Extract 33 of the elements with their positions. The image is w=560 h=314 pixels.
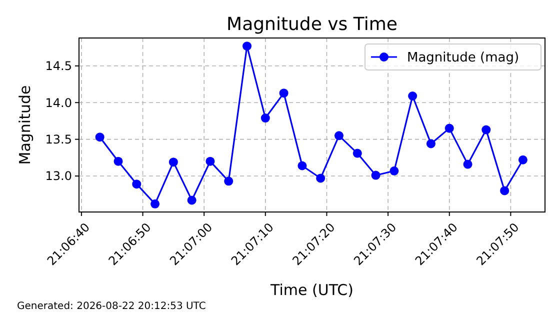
y-tick-label: 13.5 <box>45 132 72 147</box>
legend-label: Magnitude (mag) <box>407 50 520 66</box>
y-tick-label: 14.0 <box>45 96 72 110</box>
point <box>132 180 142 189</box>
point <box>371 170 380 180</box>
point <box>242 42 252 51</box>
point <box>463 160 472 169</box>
point <box>168 158 178 167</box>
point <box>444 124 454 133</box>
text: Generated: 2026-08-22 20:12:53 UTC <box>17 301 206 312</box>
y-axis-title: Magnitude <box>16 85 34 165</box>
y-tick-label: 14.5 <box>45 59 72 74</box>
point <box>316 174 326 183</box>
point <box>482 125 491 134</box>
point <box>500 186 510 196</box>
point <box>187 196 196 205</box>
point <box>260 114 270 123</box>
x-axis-title: Time (UTC) <box>270 281 354 299</box>
point <box>114 156 123 166</box>
point <box>279 88 288 98</box>
point <box>206 156 215 166</box>
point <box>352 148 362 158</box>
point <box>408 92 418 100</box>
point <box>518 155 528 164</box>
chart-title: Magnitude vs Time <box>226 14 398 35</box>
point <box>298 161 307 170</box>
y-tick-label: 13.0 <box>45 169 72 184</box>
point <box>334 131 344 140</box>
point <box>224 176 234 186</box>
point <box>426 139 436 148</box>
point <box>150 199 160 208</box>
point <box>390 166 399 176</box>
point <box>95 132 104 142</box>
